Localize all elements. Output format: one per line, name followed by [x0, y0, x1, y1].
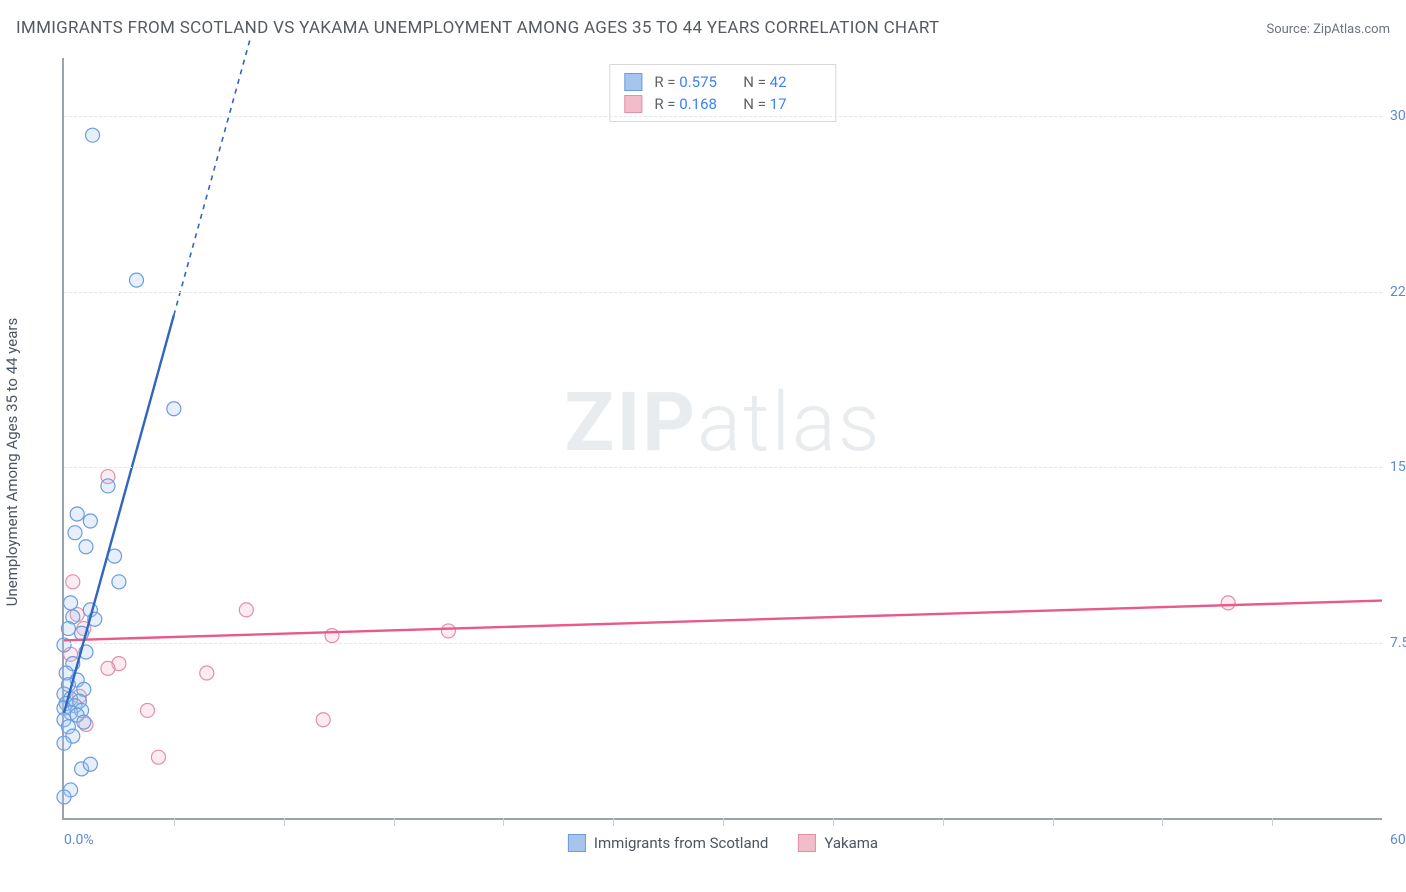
title-bar: IMMIGRANTS FROM SCOTLAND VS YAKAMA UNEMP… [16, 18, 1390, 38]
r-label: R = [654, 73, 675, 91]
x-max-label: 60.0% [1390, 832, 1406, 848]
n-label: N = [743, 73, 766, 91]
legend-row-yakama: R = 0.168 N = 17 [624, 93, 821, 115]
watermark-atlas: atlas [697, 375, 881, 471]
gridline-h [64, 643, 1382, 644]
legend-correlation-box: R = 0.575 N = 42 R = 0.168 N = 17 [609, 64, 836, 122]
n-value-scotland: 42 [770, 73, 822, 91]
n-label: N = [743, 95, 766, 113]
watermark: ZIPatlas [565, 375, 882, 471]
legend-row-scotland: R = 0.575 N = 42 [624, 71, 821, 93]
y-axis-label: Unemployment Among Ages 35 to 44 years [3, 318, 21, 606]
gridline-h [64, 292, 1382, 293]
n-value-yakama: 17 [770, 95, 822, 113]
source-attribution: Source: ZipAtlas.com [1266, 22, 1390, 37]
plot-wrapper: Unemployment Among Ages 35 to 44 years Z… [16, 48, 1390, 876]
watermark-zip: ZIP [565, 375, 698, 471]
legend-label-scotland: Immigrants from Scotland [594, 834, 768, 852]
swatch-yakama-icon [798, 834, 816, 852]
x-tick [503, 818, 504, 826]
x-tick [394, 818, 395, 826]
x-tick [1162, 818, 1163, 826]
gridline-h [64, 467, 1382, 468]
gridline-h [64, 116, 1382, 117]
r-label: R = [654, 95, 675, 113]
swatch-yakama [624, 95, 642, 113]
source-prefix: Source: [1266, 22, 1313, 37]
x-tick [613, 818, 614, 826]
x-tick [723, 818, 724, 826]
y-tick-label: 30.0% [1390, 108, 1406, 124]
r-value-yakama: 0.168 [679, 95, 731, 113]
y-tick-label: 22.5% [1390, 284, 1406, 300]
y-tick-label: 7.5% [1390, 635, 1406, 651]
x-tick [1053, 818, 1054, 826]
swatch-scotland [624, 73, 642, 91]
x-tick [833, 818, 834, 826]
x-tick [284, 818, 285, 826]
x-tick [943, 818, 944, 826]
x-min-label: 0.0% [64, 832, 94, 848]
chart-title: IMMIGRANTS FROM SCOTLAND VS YAKAMA UNEMP… [16, 18, 939, 38]
r-value-scotland: 0.575 [679, 73, 731, 91]
source-link[interactable]: ZipAtlas.com [1313, 22, 1390, 37]
legend-label-yakama: Yakama [824, 834, 878, 852]
scatter-svg [64, 58, 1382, 818]
plot-area: ZIPatlas R = 0.575 N = 42 R = 0.168 N = … [62, 58, 1382, 820]
legend-series: Immigrants from Scotland Yakama [568, 834, 878, 852]
swatch-scotland-icon [568, 834, 586, 852]
legend-item-scotland: Immigrants from Scotland [568, 834, 768, 852]
x-tick [1272, 818, 1273, 826]
legend-item-yakama: Yakama [798, 834, 878, 852]
x-tick [174, 818, 175, 826]
y-tick-label: 15.0% [1390, 459, 1406, 475]
